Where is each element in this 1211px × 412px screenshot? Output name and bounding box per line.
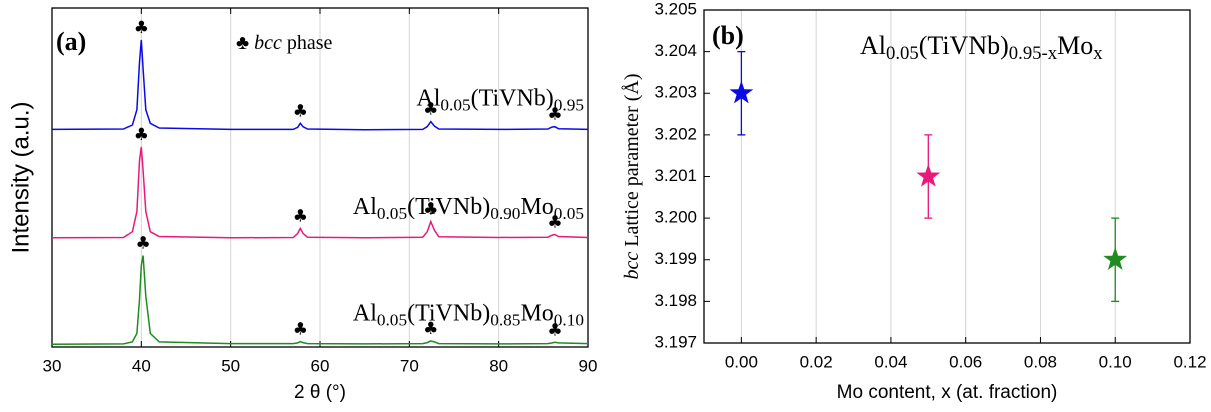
star-marker xyxy=(916,164,941,187)
spectrum-line xyxy=(51,39,589,131)
text-part: (TiVNb) xyxy=(407,193,490,219)
x-tick-label: 0.00 xyxy=(725,352,758,371)
y-tick-label: 3.202 xyxy=(654,124,697,143)
x-tick-label: 0.10 xyxy=(1099,352,1132,371)
peak-marker: ♣ xyxy=(547,105,562,125)
peak-marker: ♣ xyxy=(134,18,149,38)
peak-marker: ♣ xyxy=(293,320,308,340)
text-part: 0.05 xyxy=(886,43,919,64)
y-axis-label: bcc Lattice parameter (Å) xyxy=(621,74,643,280)
x-tick-label: 90 xyxy=(579,356,598,375)
panel-label: (b) xyxy=(712,21,744,50)
text-part: 0.05 xyxy=(377,204,407,223)
text-part: Al xyxy=(860,31,886,60)
text-part: Mo xyxy=(520,193,553,219)
text-part: (TiVNb) xyxy=(407,300,490,326)
peak-marker: ♣ xyxy=(134,125,149,145)
y-tick-label: 3.201 xyxy=(654,166,697,185)
star-marker xyxy=(1103,247,1128,270)
x-tick-label: 0.08 xyxy=(1024,352,1057,371)
text-part: Al xyxy=(416,85,440,111)
y-tick-label: 3.205 xyxy=(654,0,697,18)
text-part: 0.05 xyxy=(554,204,584,223)
text-part: Al xyxy=(353,300,377,326)
x-tick-label: 40 xyxy=(132,356,151,375)
peak-marker: ♣ xyxy=(423,319,438,339)
y-tick-label: 3.200 xyxy=(654,208,697,227)
series-label: Al0.05(TiVNb)0.85Mo0.10 xyxy=(353,300,584,329)
spectrum-line xyxy=(51,146,589,239)
spectrum-line xyxy=(51,255,589,346)
text-part: bcc xyxy=(254,32,282,54)
x-axis-label: 2 θ (°) xyxy=(294,382,346,403)
peak-marker: ♣ xyxy=(423,100,438,120)
text-part: Mo xyxy=(520,300,553,326)
text-part: ♣ xyxy=(236,32,254,54)
x-tick-label: 30 xyxy=(43,356,62,375)
annotation: Al0.05(TiVNb)0.95-xMox xyxy=(860,31,1103,64)
text-part: 0.95 xyxy=(554,96,584,115)
text-part: Lattice parameter (Å) xyxy=(621,74,643,252)
text-part: phase xyxy=(282,32,333,54)
x-tick-label: 0.12 xyxy=(1173,352,1206,371)
plot-frame xyxy=(51,7,589,348)
text-part: 0.90 xyxy=(490,204,520,223)
peak-marker: ♣ xyxy=(135,233,150,253)
peak-marker: ♣ xyxy=(547,212,562,232)
series-label: Al0.05(TiVNb)0.95 xyxy=(416,85,584,114)
plot-frame xyxy=(703,9,1191,344)
x-axis-label: Mo content, x (at. fraction) xyxy=(837,382,1058,403)
peak-marker: ♣ xyxy=(293,101,308,121)
y-tick-label: 3.197 xyxy=(654,332,697,351)
text-part: (TiVNb) xyxy=(471,85,554,111)
text-part: 0.10 xyxy=(554,310,584,329)
x-tick-label: 0.02 xyxy=(800,352,833,371)
text-part: 0.05 xyxy=(440,96,470,115)
y-tick-label: 3.204 xyxy=(654,41,697,60)
text-part: 0.85 xyxy=(490,310,520,329)
peak-marker: ♣ xyxy=(293,206,308,226)
series-label: Al0.05(TiVNb)0.90Mo0.05 xyxy=(353,193,584,222)
x-tick-label: 70 xyxy=(400,356,419,375)
y-axis-label: Intensity (a.u.) xyxy=(7,101,34,253)
panel-label: (a) xyxy=(56,27,86,56)
peak-marker: ♣ xyxy=(423,200,438,220)
text-part: (TiVNb) xyxy=(919,31,1009,60)
text-part: x xyxy=(1093,43,1103,64)
x-tick-label: 0.06 xyxy=(949,352,982,371)
text-part: bcc xyxy=(621,252,643,280)
y-tick-label: 3.198 xyxy=(654,291,697,310)
x-tick-label: 60 xyxy=(311,356,330,375)
x-tick-label: 80 xyxy=(489,356,508,375)
y-tick-label: 3.199 xyxy=(654,249,697,268)
text-part: 0.95-x xyxy=(1009,43,1058,64)
x-tick-label: 0.04 xyxy=(874,352,907,371)
annotation: ♣ bcc phase xyxy=(236,32,333,54)
text-part: Al xyxy=(353,193,377,219)
text-part: Mo xyxy=(1057,31,1093,60)
text-part: 0.05 xyxy=(377,310,407,329)
x-tick-label: 50 xyxy=(221,356,240,375)
star-marker xyxy=(729,80,754,104)
peak-marker: ♣ xyxy=(547,320,562,340)
y-tick-label: 3.203 xyxy=(654,83,697,102)
